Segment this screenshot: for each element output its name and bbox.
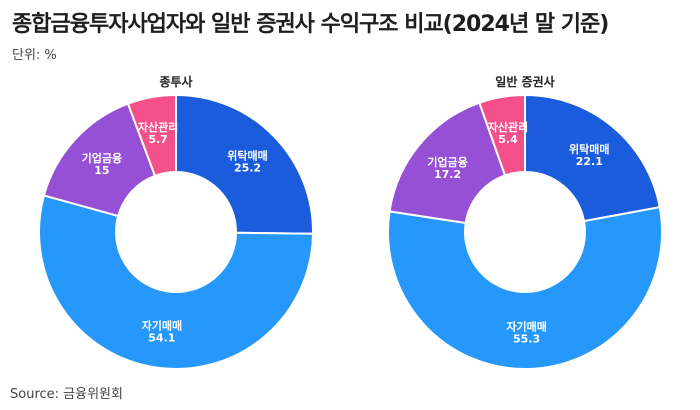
donut-slice: [387, 206, 663, 370]
unit-label: 단위: %: [12, 48, 57, 63]
slice-value: 22.1: [576, 155, 603, 168]
page-title: 종합금융투자사업자와 일반 증권사 수익구조 비교(2024년 말 기준): [12, 12, 609, 37]
donut-slice: [42, 102, 157, 218]
slice-value: 15: [94, 164, 109, 177]
slice-value: 5.4: [498, 133, 518, 146]
slice-value: 5.7: [148, 133, 168, 146]
slice-label: 자산관리: [138, 120, 178, 134]
donut-slice: [175, 93, 314, 235]
donut-slice: [524, 93, 661, 223]
slice-value: 17.2: [434, 168, 461, 181]
donut-slice: [126, 93, 177, 178]
slice-label: 자기매매: [506, 319, 546, 333]
slice-label: 기업금융: [82, 151, 122, 165]
slice-label: 위탁매매: [227, 148, 267, 162]
donut-slice: [388, 101, 507, 225]
slice-value: 25.2: [234, 161, 261, 174]
slice-label: 자기매매: [142, 318, 182, 332]
chart-title: 일반 증권사: [495, 74, 554, 89]
slice-label: 위탁매매: [569, 142, 609, 156]
chart-title: 종투사: [159, 74, 192, 89]
slice-label: 기업금융: [427, 155, 467, 169]
source-note: Source: 금융위원회: [10, 387, 123, 402]
slice-value: 55.3: [513, 332, 540, 345]
donut-slice: [38, 194, 315, 370]
slice-value: 54.1: [148, 331, 175, 344]
donut-slice: [478, 93, 526, 177]
slice-label: 자산관리: [488, 120, 528, 134]
